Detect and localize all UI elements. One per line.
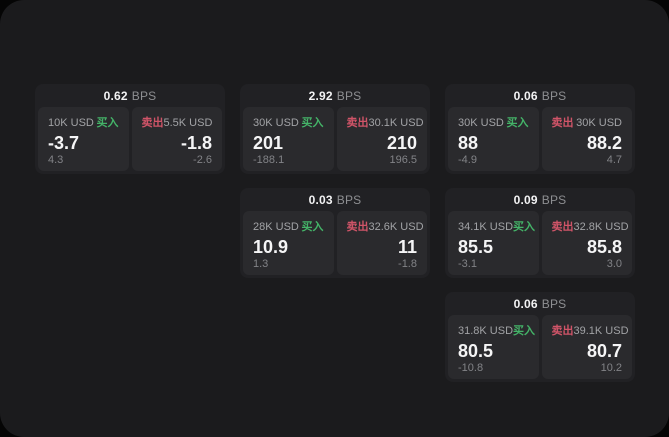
spread-header: 2.92 BPS xyxy=(243,84,427,107)
spread-header: 0.09 BPS xyxy=(448,188,632,211)
sell-price: 88.2 xyxy=(586,133,622,153)
sell-sub-value: 3.0 xyxy=(606,257,622,270)
sell-price: 85.8 xyxy=(586,237,622,257)
sell-label: 卖出 xyxy=(551,325,574,337)
buy-price: 201 xyxy=(253,133,284,153)
spread-unit-label: BPS xyxy=(336,192,362,207)
sell-size: 32.8K USD xyxy=(573,221,629,233)
sell-size: 30K USD xyxy=(576,117,622,129)
buy-sub-value: -3.1 xyxy=(458,257,477,270)
buy-cell[interactable]: 28K USD 买入 10.9 1.3 xyxy=(243,211,334,275)
buy-label: 买入 xyxy=(506,117,529,129)
buy-sub-value: 1.3 xyxy=(253,257,269,270)
sell-label: 卖出 xyxy=(141,117,164,129)
buy-price: 10.9 xyxy=(253,237,289,257)
buy-sub-value: -188.1 xyxy=(253,153,285,166)
sell-cell[interactable]: 卖出 30K USD 88.2 4.7 xyxy=(541,107,632,171)
spread-unit-label: BPS xyxy=(541,296,567,311)
sell-price: 80.7 xyxy=(586,341,622,361)
sell-price: 11 xyxy=(397,237,417,257)
sell-sub-value: -1.8 xyxy=(398,257,417,270)
sell-label: 卖出 xyxy=(551,221,574,233)
buy-cell[interactable]: 10K USD 买入 -3.7 4.3 xyxy=(38,107,129,171)
buy-price: 85.5 xyxy=(458,237,494,257)
buy-cell[interactable]: 31.8K USD 买入 80.5 -10.8 xyxy=(448,315,539,379)
buy-sub-value: -4.9 xyxy=(458,153,477,166)
spread-value: 2.92 xyxy=(308,88,333,103)
buy-price: -3.7 xyxy=(48,133,80,153)
buy-price: 88 xyxy=(458,133,479,153)
buy-label: 买入 xyxy=(513,221,536,233)
spread-header: 0.62 BPS xyxy=(38,84,222,107)
sell-size: 30.1K USD xyxy=(368,117,424,129)
spread-unit-label: BPS xyxy=(541,88,567,103)
sell-label: 卖出 xyxy=(551,117,574,129)
quote-card[interactable]: 0.62 BPS 10K USD 买入 -3.7 4.3 卖出 5.5K USD… xyxy=(35,84,225,174)
buy-cell[interactable]: 34.1K USD 买入 85.5 -3.1 xyxy=(448,211,539,275)
spread-value: 0.62 xyxy=(103,88,128,103)
spread-header: 0.03 BPS xyxy=(243,188,427,211)
buy-sub-value: -10.8 xyxy=(458,361,484,374)
sell-sub-value: 4.7 xyxy=(606,153,622,166)
buy-label: 买入 xyxy=(301,117,324,129)
sell-sub-value: 196.5 xyxy=(389,153,417,166)
sell-label: 卖出 xyxy=(346,117,369,129)
buy-label: 买入 xyxy=(96,117,119,129)
sell-size: 39.1K USD xyxy=(573,325,629,337)
sell-cell[interactable]: 卖出 32.6K USD 11 -1.8 xyxy=(336,211,427,275)
spread-unit-label: BPS xyxy=(131,88,157,103)
spread-unit-label: BPS xyxy=(336,88,362,103)
sell-cell[interactable]: 卖出 32.8K USD 85.8 3.0 xyxy=(541,211,632,275)
sell-price: -1.8 xyxy=(180,133,212,153)
sell-cell[interactable]: 卖出 5.5K USD -1.8 -2.6 xyxy=(131,107,222,171)
spread-value: 0.06 xyxy=(513,296,538,311)
buy-cell[interactable]: 30K USD 买入 201 -188.1 xyxy=(243,107,334,171)
spread-value: 0.06 xyxy=(513,88,538,103)
sell-price: 210 xyxy=(386,133,417,153)
sell-size: 5.5K USD xyxy=(163,117,213,129)
spread-header: 0.06 BPS xyxy=(448,84,632,107)
buy-size: 30K USD xyxy=(458,117,504,129)
quote-card[interactable]: 0.06 BPS 30K USD 买入 88 -4.9 卖出 30K USD 8… xyxy=(445,84,635,174)
quote-card[interactable]: 0.06 BPS 31.8K USD 买入 80.5 -10.8 卖出 39.1… xyxy=(445,292,635,382)
quote-card[interactable]: 2.92 BPS 30K USD 买入 201 -188.1 卖出 30.1K … xyxy=(240,84,430,174)
spread-value: 0.09 xyxy=(513,192,538,207)
buy-size: 30K USD xyxy=(253,117,299,129)
buy-label: 买入 xyxy=(513,325,536,337)
buy-cell[interactable]: 30K USD 买入 88 -4.9 xyxy=(448,107,539,171)
sell-cell[interactable]: 卖出 39.1K USD 80.7 10.2 xyxy=(541,315,632,379)
buy-size: 10K USD xyxy=(48,117,94,129)
buy-size: 31.8K USD xyxy=(458,325,514,337)
sell-label: 卖出 xyxy=(346,221,369,233)
quote-card[interactable]: 0.03 BPS 28K USD 买入 10.9 1.3 卖出 32.6K US… xyxy=(240,188,430,278)
sell-sub-value: 10.2 xyxy=(600,361,622,374)
sell-cell[interactable]: 卖出 30.1K USD 210 196.5 xyxy=(336,107,427,171)
spread-value: 0.03 xyxy=(308,192,333,207)
spread-unit-label: BPS xyxy=(541,192,567,207)
buy-size: 28K USD xyxy=(253,221,299,233)
buy-size: 34.1K USD xyxy=(458,221,514,233)
buy-price: 80.5 xyxy=(458,341,494,361)
sell-sub-value: -2.6 xyxy=(193,153,212,166)
quote-card[interactable]: 0.09 BPS 34.1K USD 买入 85.5 -3.1 卖出 32.8K… xyxy=(445,188,635,278)
sell-size: 32.6K USD xyxy=(368,221,424,233)
buy-label: 买入 xyxy=(301,221,324,233)
buy-sub-value: 4.3 xyxy=(48,153,64,166)
spread-header: 0.06 BPS xyxy=(448,292,632,315)
